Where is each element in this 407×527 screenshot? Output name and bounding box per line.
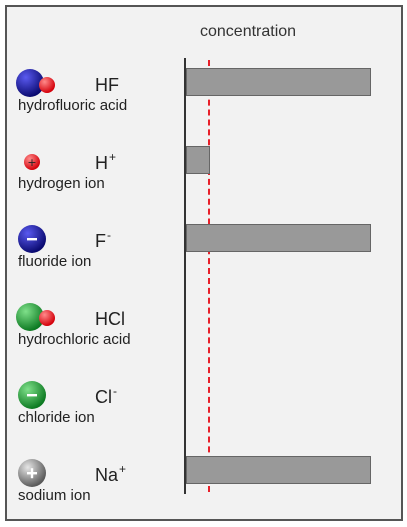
species-name: hydrogen ion	[18, 175, 105, 192]
species-name: sodium ion	[18, 487, 91, 504]
species-row-na-plus: Na+ sodium ion	[0, 456, 407, 526]
concentration-bar-hf	[186, 68, 371, 96]
species-formula: F-	[95, 228, 111, 251]
species-formula: Cl-	[95, 384, 117, 407]
species-formula: Na+	[95, 462, 127, 485]
species-row-cl-minus: Cl- chloride ion	[0, 378, 407, 448]
concentration-bar-f-minus	[186, 224, 371, 252]
species-formula: H+	[95, 150, 117, 173]
concentration-header: concentration	[200, 23, 297, 40]
species-name: chloride ion	[18, 409, 95, 426]
svg-text:+: +	[27, 156, 36, 169]
chloride-ion-icon	[16, 378, 56, 414]
concentration-bar-na-plus	[186, 456, 371, 484]
species-name: hydrofluoric acid	[18, 97, 128, 114]
species-formula: HCl	[95, 309, 125, 329]
concentration-bar-h-plus	[186, 146, 210, 174]
species-row-h-plus: + H+ hydrogen ion	[0, 144, 407, 214]
species-formula: HF	[95, 75, 119, 95]
concentration-axis	[184, 58, 186, 494]
hydrochloric-acid-molecule-icon	[16, 300, 56, 336]
reference-dashed-line	[208, 60, 210, 492]
sodium-ion-icon	[16, 456, 56, 492]
species-row-hf: HF hydrofluoric acid	[0, 66, 407, 136]
species-name: hydrochloric acid	[18, 331, 131, 348]
species-row-hcl: HCl hydrochloric acid	[0, 300, 407, 370]
fluoride-ion-icon	[16, 222, 56, 258]
hydrofluoric-acid-molecule-icon	[16, 66, 56, 102]
species-name: fluoride ion	[18, 253, 92, 270]
species-row-f-minus: F- fluoride ion	[0, 222, 407, 292]
hydrogen-ion-icon: +	[16, 144, 56, 180]
